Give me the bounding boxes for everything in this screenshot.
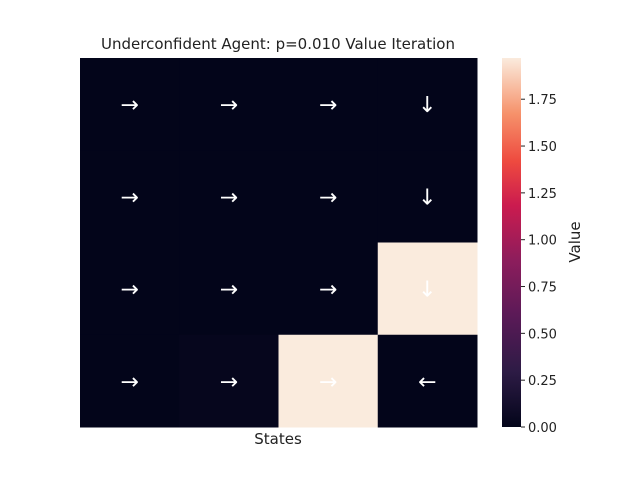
- policy-arrow-r2-c3: ↓: [418, 278, 436, 303]
- policy-arrow-r2-c2: →: [319, 278, 337, 303]
- heatmap-cell-r0-c0: [80, 58, 180, 151]
- policy-arrow-r3-c3: ←: [418, 370, 436, 395]
- colorbar: [502, 58, 521, 427]
- heatmap-cell-r0-c2: [278, 58, 379, 151]
- policy-arrow-r3-c0: →: [120, 370, 138, 395]
- policy-arrows: → → → ↓ → → → ↓ → → → ↓ → → → ←: [120, 93, 436, 395]
- heatmap-cell-r2-c0: [80, 242, 180, 336]
- policy-arrow-r0-c3: ↓: [418, 93, 436, 118]
- heatmap-cell-r0-c1: [179, 58, 279, 151]
- policy-arrow-r0-c0: →: [120, 93, 138, 118]
- policy-arrow-r0-c1: →: [220, 93, 238, 118]
- heatmap-cell-r3-c0: [80, 334, 180, 428]
- heatmap-cell-r3-c1: [179, 334, 279, 428]
- colorbar-tick-label: 0.25: [528, 374, 557, 389]
- heatmap-cell-r1-c3: [377, 150, 478, 243]
- heatmap-cell-r2-c2: [278, 242, 379, 336]
- policy-arrow-r1-c3: ↓: [418, 185, 436, 210]
- x-axis-label: States: [254, 430, 302, 448]
- colorbar-tick-label: 0.00: [528, 421, 557, 436]
- policy-arrow-r2-c0: →: [120, 278, 138, 303]
- policy-arrow-r3-c1: →: [220, 370, 238, 395]
- policy-arrow-r3-c2: →: [319, 370, 337, 395]
- heatmap-cell-r3-c2: [278, 334, 379, 428]
- colorbar-tick-label: 1.50: [528, 140, 557, 155]
- policy-arrow-r1-c0: →: [120, 185, 138, 210]
- heatmap-cell-r3-c3: [377, 334, 478, 428]
- heatmap-cell-r2-c3: [377, 242, 478, 336]
- heatmap-cell-r2-c1: [179, 242, 279, 336]
- colorbar-tick-label: 0.75: [528, 281, 557, 296]
- colorbar-tick-label: 0.50: [528, 327, 557, 342]
- heatmap-cell-r0-c3: [377, 58, 478, 151]
- colorbar-tick-label: 1.75: [528, 93, 557, 108]
- policy-arrow-r0-c2: →: [319, 93, 337, 118]
- chart-title: Underconfident Agent: p=0.010 Value Iter…: [101, 35, 455, 53]
- policy-arrow-r1-c2: →: [319, 185, 337, 210]
- heatmap-cell-r1-c2: [278, 150, 379, 243]
- colorbar-label: Value: [566, 221, 584, 262]
- heatmap-cells: [80, 58, 478, 428]
- heatmap-cell-r1-c0: [80, 150, 180, 243]
- policy-arrow-r2-c1: →: [220, 278, 238, 303]
- heatmap-cell-r1-c1: [179, 150, 279, 243]
- colorbar-ticks: 0.00 0.25 0.50 0.75 1.00 1.25 1.50 1.75: [521, 93, 557, 436]
- policy-arrow-r1-c1: →: [220, 185, 238, 210]
- colorbar-tick-label: 1.00: [528, 234, 557, 249]
- colorbar-tick-label: 1.25: [528, 187, 557, 202]
